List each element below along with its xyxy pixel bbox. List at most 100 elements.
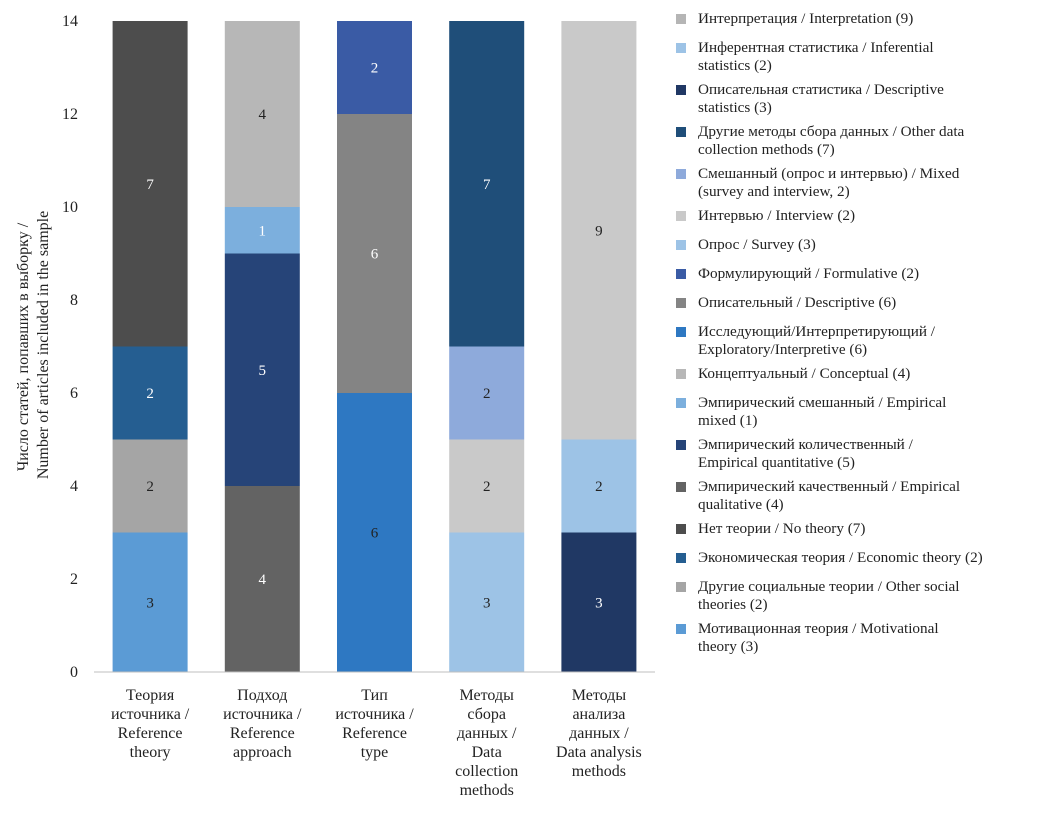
legend-item: Эмпирический количественный / Empirical q… xyxy=(676,436,1054,472)
legend-swatch xyxy=(676,327,686,337)
bar-value-label: 2 xyxy=(146,386,154,402)
legend-label: Эмпирический качественный / Empirical xyxy=(698,478,961,495)
legend-label: Мотивационная теория / Motivational xyxy=(698,620,939,637)
bar-segment xyxy=(112,439,188,533)
legend-label: Эмпирический смешанный / Empirical xyxy=(698,394,947,411)
legend-item: Другие социальные теории / Other social t… xyxy=(676,578,1054,614)
legend-swatch xyxy=(676,624,686,634)
legend-label: statistics (3) xyxy=(698,99,772,116)
legend-swatch xyxy=(676,43,686,53)
bar-value-label: 7 xyxy=(483,177,491,193)
x-tick-label: Методы сбора данных / Data collection methods xyxy=(455,687,518,799)
legend-item: Мотивационная теория / Motivational theor… xyxy=(676,620,1054,656)
legend-swatch xyxy=(676,127,686,137)
legend-label: Концептуальный / Conceptual (4) xyxy=(698,365,911,382)
bar-segment xyxy=(561,21,637,440)
legend-swatch xyxy=(676,85,686,95)
legend-swatch xyxy=(676,169,686,179)
legend-swatch xyxy=(676,482,686,492)
y-axis-title-line-1: Число статей, попавших в выборку / xyxy=(15,222,32,471)
legend-label: Опрос / Survey (3) xyxy=(698,236,816,253)
y-tick-label: 4 xyxy=(70,478,78,495)
legend-label: qualitative (4) xyxy=(698,496,784,513)
legend-label: Описательная статистика / Descriptive xyxy=(698,81,944,98)
legend-swatch xyxy=(676,369,686,379)
chart-legend: Интерпретация / Interpretation (9) Инфере… xyxy=(676,10,1054,662)
bar-segment xyxy=(112,346,188,440)
legend-label: Эмпирический количественный / xyxy=(698,436,913,453)
bar-segment xyxy=(112,21,188,347)
bar-value-label: 7 xyxy=(146,177,154,193)
bar-value-label: 2 xyxy=(483,386,491,402)
bar-segment xyxy=(112,532,188,672)
legend-item: Эмпирический качественный / Empirical qua… xyxy=(676,478,1054,514)
legend-item: Описательная статистика / Descriptive sta… xyxy=(676,81,1054,117)
legend-label: mixed (1) xyxy=(698,412,758,429)
bar-value-label: 5 xyxy=(259,363,267,379)
bar-value-label: 1 xyxy=(259,223,267,239)
x-tick-label: Теория источника / Reference theory xyxy=(111,687,190,761)
legend-swatch xyxy=(676,524,686,534)
y-tick-label: 14 xyxy=(62,13,78,30)
legend-label: Формулирующий / Formulative (2) xyxy=(698,265,920,282)
legend-swatch xyxy=(676,240,686,250)
legend-swatch xyxy=(676,269,686,279)
legend-swatch xyxy=(676,14,686,24)
legend-label: Другие методы сбора данных / Other data xyxy=(698,123,965,140)
legend-label: Инферентная статистика / Inferential xyxy=(698,39,934,56)
bar-value-label: 3 xyxy=(483,595,491,611)
legend-label: Другие социальные теории / Other social xyxy=(698,578,960,595)
bar-segment xyxy=(337,21,412,114)
y-tick-label: 6 xyxy=(70,385,78,402)
bar-segment xyxy=(224,253,300,486)
bar-segment xyxy=(449,532,525,672)
bar-value-label: 6 xyxy=(371,247,379,263)
legend-label: Exploratory/Interpretive (6) xyxy=(698,341,868,358)
bar-value-label: 2 xyxy=(595,479,603,495)
bar-segment xyxy=(337,114,412,393)
legend-swatch xyxy=(676,553,686,563)
y-tick-label: 10 xyxy=(62,199,78,216)
legend-label: Empirical quantitative (5) xyxy=(698,454,855,471)
legend-item: Смешанный (опрос и интервью) / Mixed (sur… xyxy=(676,165,1054,201)
bar-segment xyxy=(224,486,300,672)
plot-area: 3 2 2 7 4 5 1 4 6 6 2 3 2 2 7 3 2 9 xyxy=(112,21,637,672)
legend-label: (survey and interview, 2) xyxy=(698,183,850,200)
bar-value-label: 3 xyxy=(595,595,603,611)
legend-item: Другие методы сбора данных / Other data c… xyxy=(676,123,1054,159)
x-axis: Теория источника / Reference theory Подход ис… xyxy=(94,671,655,799)
bar-value-label: 2 xyxy=(483,479,491,495)
legend-label: Смешанный (опрос и интервью) / Mixed xyxy=(698,165,960,182)
y-tick-label: 8 xyxy=(70,292,78,309)
legend-item: Исследующий/Интерпретирующий / Explorator… xyxy=(676,323,1054,359)
legend-item: Опрос / Survey (3) xyxy=(676,236,1054,254)
legend-label: Нет теории / No theory (7) xyxy=(698,520,866,537)
bar-segment xyxy=(224,207,300,254)
bar-value-label: 9 xyxy=(595,223,603,239)
legend-label: theory (3) xyxy=(698,638,759,655)
bar-segment xyxy=(561,532,637,672)
bar-segment xyxy=(337,393,412,672)
legend-label: Интерпретация / Interpretation (9) xyxy=(698,10,914,27)
legend-swatch xyxy=(676,398,686,408)
bar-segment xyxy=(449,21,525,347)
bar-value-label: 4 xyxy=(259,572,267,588)
legend-swatch xyxy=(676,298,686,308)
legend-swatch xyxy=(676,440,686,450)
legend-label: collection methods (7) xyxy=(698,141,835,158)
y-tick-label: 0 xyxy=(70,664,78,681)
y-axis-title: Число статей, попавших в выборку / Numbe… xyxy=(15,211,52,479)
bar-value-label: 3 xyxy=(146,595,154,611)
legend-item: Интервью / Interview (2) xyxy=(676,207,1054,225)
legend-item: Формулирующий / Formulative (2) xyxy=(676,265,1054,283)
legend-swatch xyxy=(676,211,686,221)
bar-segment xyxy=(224,21,300,207)
legend-item: Эмпирический смешанный / Empirical mixed … xyxy=(676,394,1054,430)
legend-item: Интерпретация / Interpretation (9) xyxy=(676,10,1054,28)
legend-item: Экономическая теория / Economic theory (… xyxy=(676,549,1054,567)
legend-label: Описательный / Descriptive (6) xyxy=(698,294,897,311)
y-tick-label: 2 xyxy=(70,571,78,588)
legend-item: Концептуальный / Conceptual (4) xyxy=(676,365,1054,383)
x-tick-label: Тип источника / Reference type xyxy=(335,687,414,761)
legend-label: Исследующий/Интерпретирующий / xyxy=(698,323,936,340)
